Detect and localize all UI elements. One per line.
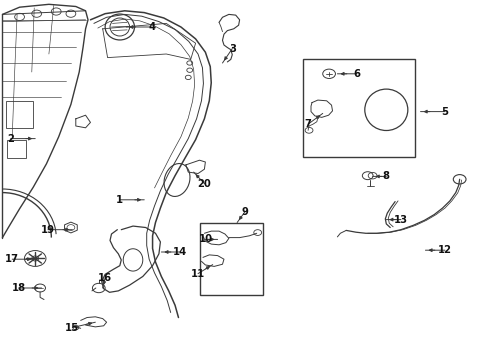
Text: 11: 11 [190,269,205,279]
Text: 13: 13 [393,215,407,225]
Text: 4: 4 [148,22,155,32]
Text: 20: 20 [197,179,211,189]
Text: 16: 16 [98,273,112,283]
Text: 8: 8 [382,171,389,181]
Text: 6: 6 [353,69,360,79]
Text: 19: 19 [41,225,55,235]
Text: 9: 9 [241,207,247,217]
Text: 18: 18 [12,283,25,293]
Text: 5: 5 [441,107,447,117]
Text: 2: 2 [7,134,14,144]
Bar [199,223,263,295]
Text: 15: 15 [65,323,79,333]
Text: 10: 10 [198,234,212,244]
Text: 3: 3 [228,44,235,54]
Bar [7,140,26,158]
Text: 14: 14 [172,247,187,257]
Bar [303,59,414,157]
Text: 7: 7 [304,119,311,129]
Text: 1: 1 [116,195,123,205]
Text: 12: 12 [437,245,451,255]
Bar [6,101,33,128]
Text: 17: 17 [5,254,19,264]
